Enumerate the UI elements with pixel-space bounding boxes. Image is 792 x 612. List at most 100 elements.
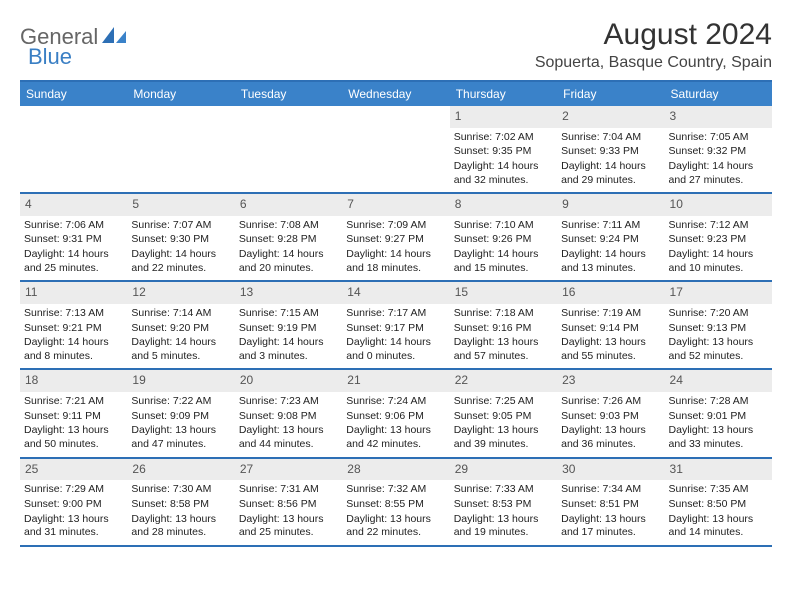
week-row: 18 Sunrise: 7:21 AMSunset: 9:11 PM Dayligh… — [20, 370, 772, 458]
day-number: 5 — [127, 194, 234, 216]
sunset-line: Sunset: 9:27 PM — [346, 233, 445, 247]
sunset-line: Sunset: 8:50 PM — [669, 498, 768, 512]
day-number: 6 — [235, 194, 342, 216]
sunset-line: Sunset: 9:14 PM — [561, 322, 660, 336]
day-number: 19 — [127, 370, 234, 392]
day-number: 25 — [20, 459, 127, 481]
day-number: 11 — [20, 282, 127, 304]
day-cell: 21 Sunrise: 7:24 AMSunset: 9:06 PMDayligh… — [342, 370, 449, 456]
daylight-line: Daylight: 13 hours and 22 minutes. — [346, 513, 445, 540]
day-number: 13 — [235, 282, 342, 304]
daylight-line: Daylight: 14 hours and 5 minutes. — [131, 336, 230, 363]
daylight-line: Daylight: 13 hours and 52 minutes. — [669, 336, 768, 363]
sunrise-line: Sunrise: 7:04 AM — [561, 131, 660, 145]
day-cell: 2 Sunrise: 7:04 AMSunset: 9:33 PMDaylight… — [557, 106, 664, 192]
daylight-line: Daylight: 14 hours and 0 minutes. — [346, 336, 445, 363]
day-number: 12 — [127, 282, 234, 304]
day-cell — [342, 106, 449, 192]
day-number: 3 — [665, 106, 772, 128]
sunrise-line: Sunrise: 7:10 AM — [454, 219, 553, 233]
weekday-header: Wednesday — [342, 82, 449, 106]
day-cell: 3Sunrise: 7:05 AMSunset: 9:32 PMDaylight… — [665, 106, 772, 192]
day-cell — [20, 106, 127, 192]
daylight-line: Daylight: 14 hours and 13 minutes. — [561, 248, 660, 275]
daylight-line: Daylight: 13 hours and 42 minutes. — [346, 424, 445, 451]
day-cell: 26Sunrise: 7:30 AMSunset: 8:58 PMDayligh… — [127, 459, 234, 545]
daylight-line: Daylight: 14 hours and 3 minutes. — [239, 336, 338, 363]
sunrise-line: Sunrise: 7:13 AM — [24, 307, 123, 321]
day-cell: 25Sunrise: 7:29 AMSunset: 9:00 PMDayligh… — [20, 459, 127, 545]
day-number: 26 — [127, 459, 234, 481]
sunrise-line: Sunrise: 7:07 AM — [131, 219, 230, 233]
day-number: 28 — [342, 459, 449, 481]
day-cell: 4Sunrise: 7:06 AMSunset: 9:31 PMDaylight… — [20, 194, 127, 280]
day-number: 27 — [235, 459, 342, 481]
day-cell: 30Sunrise: 7:34 AMSunset: 8:51 PMDayligh… — [557, 459, 664, 545]
day-cell: 20Sunrise: 7:23 AMSunset: 9:08 PMDayligh… — [235, 370, 342, 456]
logo-text-2: Blue — [28, 44, 72, 70]
sunrise-line: Sunrise: 7:33 AM — [454, 483, 553, 497]
sunset-line: Sunset: 9:17 PM — [346, 322, 445, 336]
daylight-line: Daylight: 13 hours and 55 minutes. — [561, 336, 660, 363]
sunset-line: Sunset: 9:33 PM — [561, 145, 660, 159]
day-cell: 22Sunrise: 7:25 AMSunset: 9:05 PMDayligh… — [450, 370, 557, 456]
day-number: 2 — [557, 106, 664, 128]
daylight-line: Daylight: 13 hours and 19 minutes. — [454, 513, 553, 540]
sunrise-line: Sunrise: 7:30 AM — [131, 483, 230, 497]
weekday-header: Tuesday — [235, 82, 342, 106]
day-number: 22 — [450, 370, 557, 392]
calendar: SundayMondayTuesdayWednesdayThursdayFrid… — [20, 80, 772, 547]
day-cell: 7Sunrise: 7:09 AMSunset: 9:27 PMDaylight… — [342, 194, 449, 280]
day-number: 30 — [557, 459, 664, 481]
day-cell: 15Sunrise: 7:18 AMSunset: 9:16 PMDayligh… — [450, 282, 557, 368]
daylight-line: Daylight: 13 hours and 39 minutes. — [454, 424, 553, 451]
sunrise-line: Sunrise: 7:17 AM — [346, 307, 445, 321]
day-cell: 14Sunrise: 7:17 AMSunset: 9:17 PMDayligh… — [342, 282, 449, 368]
day-number: 24 — [665, 370, 772, 392]
day-number: 1 — [450, 106, 557, 128]
day-cell: 12Sunrise: 7:14 AMSunset: 9:20 PMDayligh… — [127, 282, 234, 368]
weeks-container: 1Sunrise: 7:02 AMSunset: 9:35 PMDaylight… — [20, 106, 772, 547]
sunrise-line: Sunrise: 7:19 AM — [561, 307, 660, 321]
sunrise-line: Sunrise: 7:24 AM — [346, 395, 445, 409]
daylight-line: Daylight: 14 hours and 15 minutes. — [454, 248, 553, 275]
day-number: 10 — [665, 194, 772, 216]
day-number: 8 — [450, 194, 557, 216]
sunset-line: Sunset: 9:16 PM — [454, 322, 553, 336]
day-cell: 10Sunrise: 7:12 AMSunset: 9:23 PMDayligh… — [665, 194, 772, 280]
sunset-line: Sunset: 9:08 PM — [239, 410, 338, 424]
sunrise-line: Sunrise: 7:15 AM — [239, 307, 338, 321]
sunrise-line: Sunrise: 7:20 AM — [669, 307, 768, 321]
day-number: 31 — [665, 459, 772, 481]
sunset-line: Sunset: 9:31 PM — [24, 233, 123, 247]
sunrise-line: Sunrise: 7:21 AM — [24, 395, 123, 409]
sunset-line: Sunset: 9:11 PM — [24, 410, 123, 424]
sunrise-line: Sunrise: 7:18 AM — [454, 307, 553, 321]
daylight-line: Daylight: 14 hours and 29 minutes. — [561, 160, 660, 187]
sunrise-line: Sunrise: 7:25 AM — [454, 395, 553, 409]
sunset-line: Sunset: 9:26 PM — [454, 233, 553, 247]
title-block: August 2024 Sopuerta, Basque Country, Sp… — [535, 18, 772, 72]
sunrise-line: Sunrise: 7:08 AM — [239, 219, 338, 233]
sunset-line: Sunset: 9:03 PM — [561, 410, 660, 424]
day-number: 20 — [235, 370, 342, 392]
day-number: 18 — [20, 370, 127, 392]
sunset-line: Sunset: 9:20 PM — [131, 322, 230, 336]
weekday-header: Monday — [127, 82, 234, 106]
logo-sail-icon — [100, 25, 128, 45]
sunset-line: Sunset: 9:35 PM — [454, 145, 553, 159]
week-row: 1Sunrise: 7:02 AMSunset: 9:35 PMDaylight… — [20, 106, 772, 194]
sunset-line: Sunset: 8:51 PM — [561, 498, 660, 512]
day-number: 17 — [665, 282, 772, 304]
daylight-line: Daylight: 14 hours and 22 minutes. — [131, 248, 230, 275]
sunset-line: Sunset: 9:32 PM — [669, 145, 768, 159]
sunset-line: Sunset: 9:28 PM — [239, 233, 338, 247]
day-number: 21 — [342, 370, 449, 392]
sunset-line: Sunset: 9:06 PM — [346, 410, 445, 424]
sunrise-line: Sunrise: 7:12 AM — [669, 219, 768, 233]
day-number: 29 — [450, 459, 557, 481]
day-number: 16 — [557, 282, 664, 304]
weekday-header: Saturday — [665, 82, 772, 106]
day-cell: 28Sunrise: 7:32 AMSunset: 8:55 PMDayligh… — [342, 459, 449, 545]
day-cell: 27Sunrise: 7:31 AMSunset: 8:56 PMDayligh… — [235, 459, 342, 545]
